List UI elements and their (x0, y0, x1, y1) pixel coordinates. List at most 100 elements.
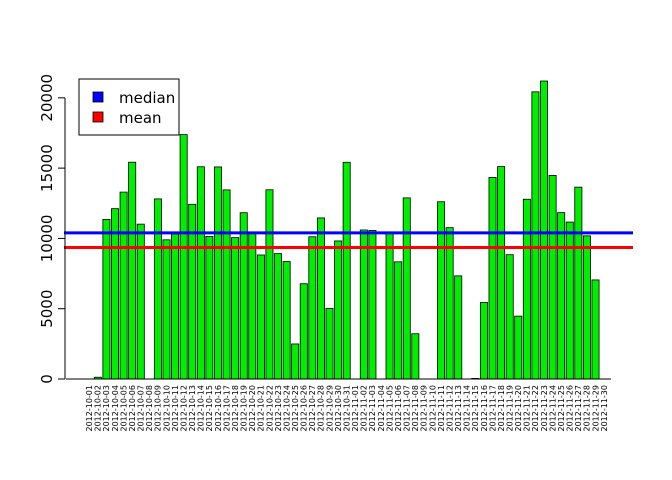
bar (231, 237, 240, 380)
x-tick-label: 2012-11-30 (600, 385, 609, 432)
bar (248, 232, 257, 380)
x-tick-label: 2012-10-28 (317, 385, 326, 432)
bars-group (93, 80, 600, 380)
x-tick-label: 2012-10-18 (231, 385, 240, 432)
bar (454, 275, 463, 380)
legend-swatch-mean (92, 111, 104, 123)
x-tick-label: 2012-10-06 (128, 385, 137, 432)
x-tick-label: 2012-11-11 (437, 385, 446, 432)
bar (128, 161, 137, 380)
x-tick-label: 2012-10-13 (188, 385, 197, 432)
x-tick-label: 2012-10-01 (85, 385, 94, 432)
x-tick-label: 2012-11-27 (574, 385, 583, 432)
x-tick-label: 2012-10-08 (145, 385, 154, 432)
bar (153, 198, 162, 380)
x-tick-label: 2012-10-09 (154, 385, 163, 432)
x-tick-label: 2012-11-24 (548, 385, 557, 432)
x-tick-label: 2012-11-01 (351, 385, 360, 432)
bar (188, 203, 197, 380)
x-tick-label: 2012-11-17 (488, 385, 497, 432)
bar (488, 177, 497, 380)
x-tick-label: 2012-11-25 (557, 385, 566, 432)
x-tick-label: 2012-11-06 (394, 385, 403, 432)
bar (162, 239, 171, 380)
bar (359, 229, 368, 380)
x-tick-label: 2012-10-16 (214, 385, 223, 432)
bar (205, 236, 214, 380)
bar (479, 302, 488, 380)
x-tick-label: 2012-10-20 (248, 385, 257, 432)
bar (574, 186, 583, 380)
x-tick-label: 2012-11-19 (505, 385, 514, 432)
bar (548, 175, 557, 380)
x-tick-label: 2012-10-10 (162, 385, 171, 432)
x-tick-label: 2012-11-14 (463, 385, 472, 432)
legend: median mean (78, 78, 180, 136)
y-tick-label: 10000 (38, 215, 56, 263)
x-tick-label: 2012-11-21 (523, 385, 532, 432)
x-tick-label: 2012-11-09 (420, 385, 429, 432)
x-tick-label: 2012-10-15 (205, 385, 214, 432)
bar (497, 166, 506, 380)
bar (308, 236, 317, 380)
bar (256, 254, 265, 380)
x-tick-label: 2012-10-25 (291, 385, 300, 432)
x-tick-label: 2012-11-29 (591, 385, 600, 432)
legend-box (78, 78, 180, 136)
x-tick-label: 2012-10-17 (222, 385, 231, 432)
x-tick-label: 2012-10-27 (308, 385, 317, 432)
x-tick-label: 2012-10-19 (240, 385, 249, 432)
bar (291, 343, 300, 380)
bar (385, 231, 394, 380)
x-tick-label: 2012-11-05 (385, 385, 394, 432)
legend-label-mean: mean (119, 109, 162, 127)
x-tick-label: 2012-11-20 (514, 385, 523, 432)
x-tick-label: 2012-11-07 (403, 385, 412, 432)
bar (325, 308, 334, 380)
reference-lines (64, 231, 633, 249)
bar (316, 217, 325, 380)
x-tick-label: 2012-10-31 (342, 385, 351, 432)
bar (402, 197, 411, 380)
bar (531, 91, 540, 380)
bar (239, 212, 248, 380)
bar (119, 191, 128, 380)
x-tick-label: 2012-10-04 (111, 385, 120, 432)
bar (522, 198, 531, 380)
x-tick-label: 2012-10-26 (300, 385, 309, 432)
bar (171, 233, 180, 380)
y-axis: 0 5000 10000 15000 20000 (38, 74, 66, 384)
x-tick-label: 2012-10-29 (325, 385, 334, 432)
bar (514, 315, 523, 380)
y-tick-label: 15000 (38, 144, 56, 192)
x-axis: 2012-10-01 2012-10-02 2012-10-03 2012-10-04… (66, 378, 611, 432)
bar (102, 218, 111, 380)
x-tick-label: 2012-10-05 (119, 385, 128, 432)
x-tick-label: 2012-11-08 (411, 385, 420, 432)
bar (437, 201, 446, 380)
bar (411, 333, 420, 380)
bar (368, 229, 377, 380)
y-tick-label: 5000 (38, 290, 56, 328)
x-tick-label: 2012-10-03 (102, 385, 111, 432)
x-tick-label: 2012-10-02 (94, 385, 103, 432)
x-tick-label: 2012-10-14 (197, 385, 206, 432)
bar (334, 240, 343, 380)
x-tick-label: 2012-10-11 (171, 385, 180, 432)
x-tick-label: 2012-11-26 (566, 385, 575, 432)
bar (565, 221, 574, 380)
bar (213, 166, 222, 380)
bar (222, 189, 231, 380)
bar (342, 161, 351, 380)
bar (196, 166, 205, 380)
x-tick-label: 2012-11-28 (583, 385, 592, 432)
x-tick-label: 2012-11-18 (497, 385, 506, 432)
x-tick-label: 2012-11-23 (540, 385, 549, 432)
x-tick-label: 2012-10-21 (257, 385, 266, 432)
bar (179, 134, 188, 380)
x-tick-label: 2012-10-22 (265, 385, 274, 432)
y-tick-label: 20000 (38, 74, 56, 122)
x-tick-label: 2012-10-30 (334, 385, 343, 432)
bar (282, 261, 291, 380)
